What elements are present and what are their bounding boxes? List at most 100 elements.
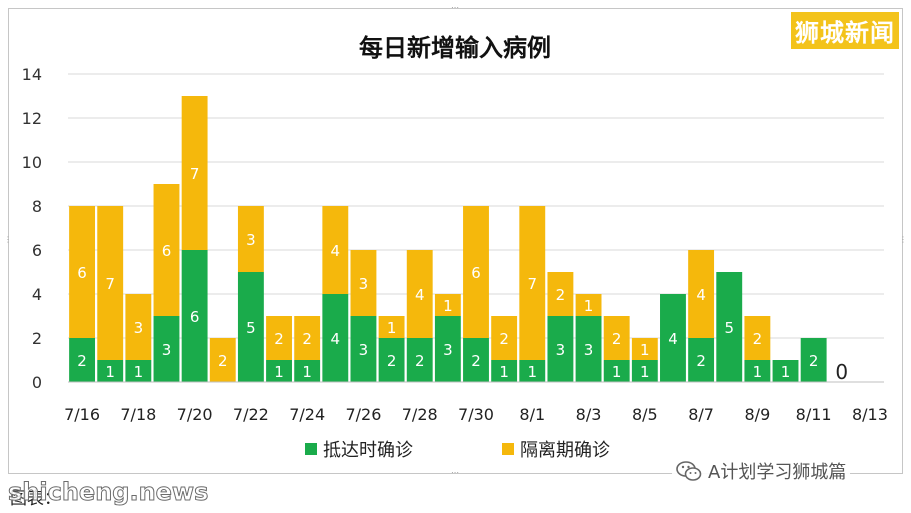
data-label-arrival: 1 — [612, 363, 622, 381]
bar-arrival — [69, 338, 96, 382]
y-tick-label: 6 — [32, 241, 42, 260]
data-label-quarantine: 2 — [753, 330, 763, 348]
data-label-arrival: 1 — [274, 363, 284, 381]
data-label-arrival: 1 — [753, 363, 763, 381]
bar-arrival — [744, 360, 771, 382]
x-tick-label: 8/7 — [688, 405, 714, 424]
x-tick-label: 7/30 — [458, 405, 494, 424]
bar-arrival — [800, 338, 827, 382]
data-label-arrival: 1 — [105, 363, 115, 381]
bar-arrival — [547, 316, 574, 382]
data-label-quarantine: 2 — [612, 330, 622, 348]
data-label-arrival: 3 — [162, 341, 172, 359]
data-label-quarantine: 7 — [190, 165, 200, 183]
data-label-arrival: 1 — [781, 363, 791, 381]
x-axis: 7/16 7/18 7/20 7/22 7/24 7/26 7/28 7/30 8/1 8/3 8/… — [64, 381, 888, 424]
data-label-quarantine: 4 — [331, 242, 341, 260]
bar-arrival — [491, 360, 518, 382]
bar-quarantine — [209, 338, 236, 382]
data-label-quarantine: 2 — [499, 330, 509, 348]
bar-quarantine — [237, 206, 264, 272]
bar-quarantine — [378, 316, 405, 338]
x-tick-label: 8/3 — [576, 405, 602, 424]
data-label-arrival: 1 — [640, 363, 650, 381]
x-tick-label: 8/13 — [852, 405, 888, 424]
x-tick-label: 7/24 — [289, 405, 325, 424]
bar-quarantine — [631, 338, 658, 360]
data-label-quarantine: 6 — [77, 264, 87, 282]
x-tick-label: 7/16 — [64, 405, 100, 424]
site-watermark: shicheng.news — [7, 478, 209, 507]
legend-swatch — [502, 443, 514, 455]
data-label-quarantine: 3 — [246, 231, 256, 249]
y-tick-label: 0 — [32, 373, 42, 392]
data-label-arrival: 3 — [584, 341, 594, 359]
bar-quarantine — [547, 272, 574, 316]
bar-arrival — [181, 250, 208, 382]
bar-quarantine — [266, 316, 292, 360]
y-tick-label: 14 — [22, 65, 42, 84]
data-label-arrival: 3 — [359, 341, 369, 359]
data-label-quarantine: 7 — [105, 275, 115, 293]
legend-swatch — [305, 443, 317, 455]
data-label-quarantine: 3 — [134, 319, 144, 337]
legend: 抵达时确诊 隔离期确诊 — [305, 440, 610, 461]
bar-arrival — [463, 338, 489, 382]
data-label-quarantine: 4 — [415, 286, 425, 304]
bar-arrival — [772, 360, 799, 382]
bar-quarantine — [69, 206, 96, 338]
data-label-arrival: 2 — [471, 352, 481, 370]
bar-quarantine — [97, 206, 124, 360]
legend-label: 隔离期确诊 — [520, 440, 610, 461]
legend-label: 抵达时确诊 — [323, 440, 413, 461]
brand-watermark: 狮城新闻 — [791, 12, 899, 49]
data-label-quarantine: 1 — [387, 319, 397, 337]
annotation-zero: 0 — [835, 360, 848, 384]
bar-arrival — [294, 360, 321, 382]
data-label-arrival: 1 — [302, 363, 312, 381]
bar-arrival — [237, 272, 264, 382]
wechat-icon — [676, 461, 702, 481]
data-label-arrival: 3 — [556, 341, 566, 359]
y-tick-label: 12 — [22, 109, 42, 128]
bar-quarantine — [744, 316, 771, 360]
resize-handle-top[interactable]: ⋯ — [451, 3, 459, 12]
bar-arrival — [631, 360, 658, 382]
data-label-quarantine: 7 — [528, 275, 538, 293]
y-tick-label: 10 — [22, 153, 42, 172]
y-axis: 0 2 4 6 8 10 12 14 — [22, 65, 42, 392]
data-label-arrival: 3 — [443, 341, 453, 359]
bar-quarantine — [153, 184, 180, 316]
y-tick-label: 4 — [32, 285, 42, 304]
bar-arrival — [153, 316, 180, 382]
data-label-arrival: 1 — [134, 363, 144, 381]
bar-arrival — [688, 338, 715, 382]
resize-handle-bottom[interactable]: ⋯ — [451, 468, 459, 477]
resize-handle-left[interactable]: ⋮ — [4, 235, 12, 244]
bar-quarantine — [603, 316, 630, 360]
data-label-quarantine: 2 — [274, 330, 284, 348]
data-label-arrival: 1 — [499, 363, 509, 381]
bar-quarantine — [322, 206, 349, 294]
bar-arrival — [603, 360, 630, 382]
data-label-quarantine: 1 — [443, 297, 453, 315]
resize-handle-right[interactable]: ⋮ — [899, 235, 907, 244]
bar-quarantine — [350, 250, 377, 316]
bar-quarantine — [181, 96, 208, 250]
bar-quarantine — [519, 206, 546, 360]
bar-quarantine — [294, 316, 321, 360]
data-label-quarantine: 4 — [696, 286, 706, 304]
wechat-account-name: A计划学习狮城篇 — [708, 462, 847, 483]
data-label-arrival: 4 — [668, 330, 678, 348]
data-label-quarantine: 6 — [162, 242, 172, 260]
bar-arrival — [519, 360, 546, 382]
figure-caption: 图表： — [10, 489, 61, 509]
data-label-quarantine: 1 — [584, 297, 594, 315]
x-tick-label: 7/20 — [177, 405, 213, 424]
bar-arrival — [350, 316, 377, 382]
chart-title: 每日新增输入病例 — [359, 34, 551, 62]
data-label-quarantine: 2 — [302, 330, 312, 348]
bar-arrival — [716, 272, 743, 382]
